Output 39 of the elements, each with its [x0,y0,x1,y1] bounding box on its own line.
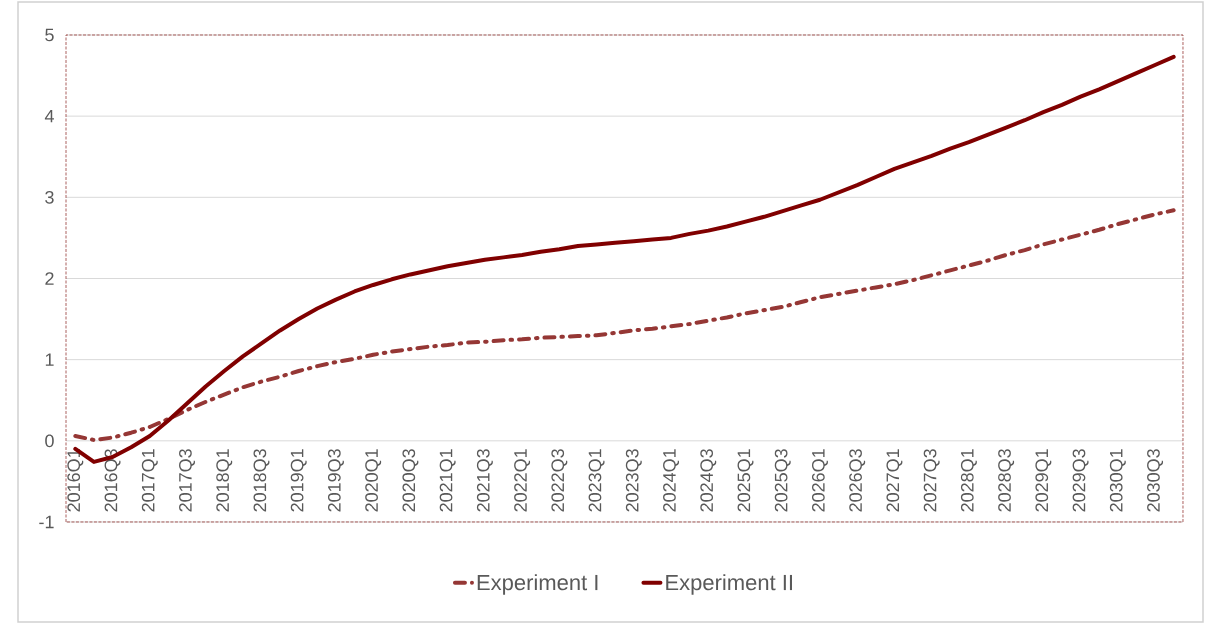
x-tick-label: 2021Q1 [439,449,456,512]
x-tick-label: 2023Q3 [625,449,642,512]
x-tick-label: 2029Q1 [1035,449,1052,512]
x-tick-label: 2019Q1 [290,449,307,512]
y-tick-label: 3 [45,190,54,204]
y-tick-label: 4 [44,109,54,123]
x-tick-label: 2027Q1 [886,449,903,512]
legend-label: Experiment I [477,574,598,595]
y-tick-label: 1 [45,353,54,366]
x-tick-label: 2021Q3 [476,449,493,512]
legend-label: Experiment II [666,574,792,595]
y-tick-label: 2 [45,272,54,285]
x-tick-label: 2025Q3 [774,449,791,512]
x-tick-label: 2024Q1 [663,449,680,512]
x-tick-label: 2016Q3 [104,449,121,512]
x-tick-label: 2024Q3 [700,449,717,512]
x-tick-label: 2019Q3 [327,449,344,512]
x-tick-label: 2017Q3 [179,449,195,512]
x-tick-label: 2020Q3 [402,449,419,512]
x-tick-label: 2018Q3 [253,449,270,512]
x-tick-label: 2016Q1 [67,449,84,512]
x-tick-label: 2030Q3 [1147,449,1164,512]
x-tick-label: 2017Q1 [141,449,158,512]
y-tick-label: -1 [39,515,54,529]
x-tick-label: 2029Q3 [1072,449,1089,512]
x-tick-label: 2030Q1 [1109,449,1126,512]
x-tick-label: 2025Q1 [737,449,754,512]
x-tick-label: 2026Q1 [811,449,828,512]
x-tick-label: 2018Q1 [216,449,233,512]
x-tick-label: 2026Q3 [849,449,866,512]
y-tick-label: 0 [45,434,54,448]
x-tick-label: 2022Q3 [551,449,568,512]
x-tick-label: 2027Q3 [923,449,940,512]
x-tick-label: 2023Q1 [588,449,605,512]
x-tick-label: 2028Q1 [960,449,977,512]
x-tick-label: 2020Q1 [365,449,382,512]
y-tick-label: 5 [45,28,54,42]
x-tick-label: 2022Q1 [514,449,531,512]
x-tick-label: 2028Q3 [998,449,1015,512]
